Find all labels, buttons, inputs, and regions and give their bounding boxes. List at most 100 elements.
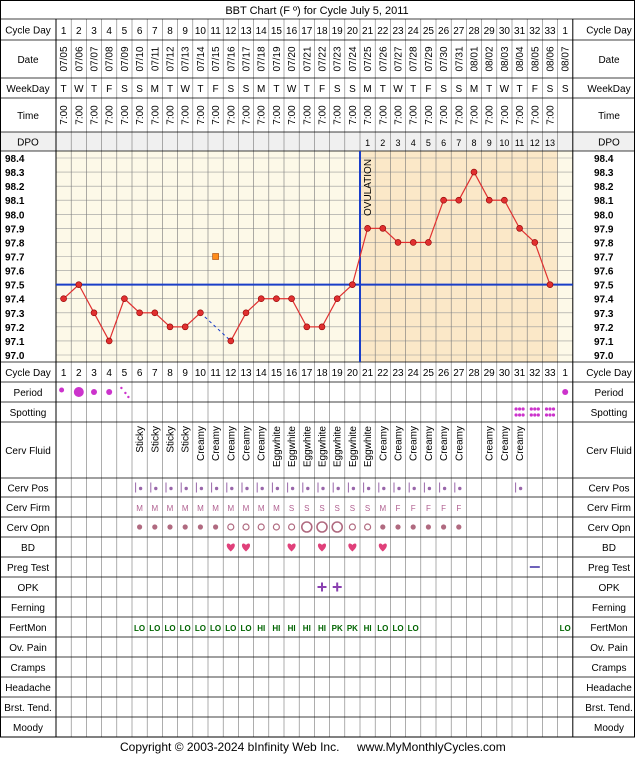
time-label: 7:00 (166, 105, 177, 125)
cycle-day-label-bottom: 16 (286, 368, 298, 379)
cerv-fluid-label: Eggwhite (348, 426, 359, 468)
temp-point (303, 323, 311, 331)
dpo-label: 13 (545, 138, 555, 148)
cerv-fluid-label: Creamy (394, 426, 405, 461)
date-label: 07/11 (150, 46, 161, 71)
weekday-label: T (197, 84, 203, 95)
cerv-opn-ring-large (300, 521, 313, 533)
date-label: 07/07 (90, 46, 101, 71)
fertmon-label: HI (257, 624, 265, 633)
bd-heart-icon (287, 543, 296, 552)
cerv-pos-dot (321, 486, 325, 491)
y-tick-label-right: 97.8 (594, 238, 614, 249)
fertmon-label: LO (225, 624, 236, 633)
time-label: 7:00 (272, 105, 283, 125)
cycle-day-label-bottom: 25 (423, 368, 435, 379)
row-label-cycle_day: Cycle Day (5, 26, 51, 37)
row-label-right-cerv_firm: Cerv Firm (587, 503, 631, 514)
dpo-label: 10 (499, 138, 509, 148)
cerv-opn-ring (364, 523, 372, 531)
ovulation-label: OVULATION (363, 159, 374, 216)
cerv-fluid-label: Eggwhite (272, 426, 283, 468)
temp-line-segment (154, 312, 171, 328)
y-tick-label-right: 97.1 (594, 337, 614, 348)
date-label: 07/26 (378, 46, 389, 71)
date-label: 08/03 (500, 46, 511, 71)
cycle-day-label-bottom: 21 (362, 368, 374, 379)
date-label: 07/27 (394, 46, 405, 71)
cerv-firm-label: M (182, 504, 189, 513)
cerv-firm-label: S (365, 504, 370, 513)
fertmon-label: LO (377, 624, 388, 633)
cycle-day-label: 12 (225, 26, 237, 37)
dpo-label: 7 (456, 138, 461, 148)
period-spot-dot (127, 395, 130, 399)
fertmon-label: LO (149, 624, 160, 633)
date-label: 07/24 (348, 46, 359, 71)
date-label: 07/21 (302, 46, 313, 71)
weekday-label: M (151, 84, 159, 95)
dpo-label: 5 (426, 138, 431, 148)
y-tick-label-left: 97.2 (5, 323, 25, 334)
row-label-right-dpo: DPO (598, 138, 620, 149)
y-tick-label-left: 97.5 (5, 281, 25, 292)
cycle-day-label-bottom: 20 (347, 368, 359, 379)
time-label: 7:00 (105, 105, 116, 125)
date-label: 07/22 (318, 46, 329, 71)
cycle-day-label: 10 (195, 26, 207, 37)
temp-point (257, 295, 265, 303)
y-tick-label-right: 97.0 (594, 351, 614, 362)
cerv-fluid-label: Creamy (257, 426, 268, 461)
temp-point (485, 196, 493, 204)
cerv-opn-dot (213, 524, 219, 530)
temp-gap-segment (200, 312, 232, 342)
cycle-day-label: 18 (316, 26, 328, 37)
temp-point (75, 281, 83, 288)
date-label: 07/19 (272, 46, 283, 71)
time-label: 7:00 (257, 105, 268, 125)
cerv-opn-dot (167, 524, 173, 530)
y-tick-label-right: 98.3 (594, 168, 614, 179)
row-label-right-period: Period (595, 388, 624, 399)
row-label-right-cycle_day2: Cycle Day (586, 368, 632, 379)
cycle-day-label-bottom: 8 (167, 368, 173, 379)
spotting-dot (514, 413, 518, 417)
spotting-dot (536, 413, 540, 417)
weekday-label: T (273, 84, 279, 95)
time-label: 7:00 (454, 105, 465, 125)
cerv-firm-label: M (243, 504, 250, 513)
period-dot (59, 387, 65, 393)
cerv-pos-dot (427, 486, 432, 491)
temp-point (181, 323, 189, 331)
cycle-day-label-bottom: 26 (438, 368, 450, 379)
cerv-opn-dot (152, 524, 158, 530)
weekday-label: F (425, 84, 431, 95)
cycle-day-label: 26 (438, 26, 450, 37)
cerv-pos-dot (184, 486, 188, 491)
date-label: 08/07 (561, 46, 572, 71)
cerv-opn-dot (395, 524, 401, 530)
weekday-label: W (500, 84, 510, 95)
cerv-firm-label: M (273, 504, 280, 513)
spotting-dot (518, 413, 522, 417)
cerv-firm-label: F (426, 504, 431, 513)
cerv-fluid-label: Creamy (454, 426, 465, 461)
row-label-moody: Moody (13, 723, 43, 734)
time-label: 7:00 (302, 105, 313, 125)
dpo-label: 12 (530, 138, 540, 148)
bd-heart-icon (378, 543, 387, 552)
dpo-label: 8 (471, 138, 476, 148)
cerv-firm-label: M (258, 504, 265, 513)
period-dot (562, 389, 569, 395)
cerv-fluid-label: Eggwhite (363, 426, 374, 468)
fertmon-label: LO (180, 624, 191, 633)
weekday-label: S (349, 84, 356, 95)
cycle-day-label-bottom: 1 (562, 368, 568, 379)
fertmon-label: HI (364, 624, 372, 633)
cerv-opn-ring (227, 523, 235, 531)
row-label-right-cycle_day: Cycle Day (586, 26, 632, 37)
row-label-right-brst_tend: Brst. Tend. (585, 703, 633, 714)
cerv-pos-dot (366, 486, 371, 491)
cerv-pos-dot (230, 486, 234, 491)
date-label: 07/20 (287, 46, 298, 71)
